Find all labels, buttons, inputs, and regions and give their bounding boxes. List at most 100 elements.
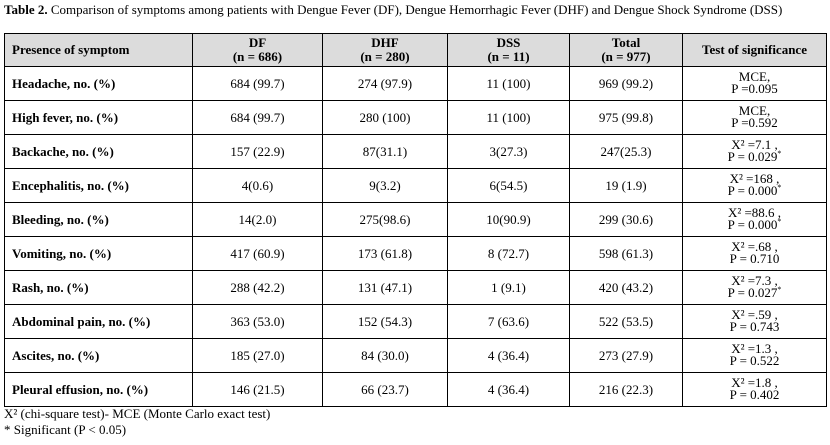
- test-p-value: P =0.592: [731, 115, 778, 130]
- significance-mark: *: [777, 149, 782, 158]
- header-total-label: Total: [611, 35, 641, 50]
- cell-symptom: Backache, no. (%): [4, 134, 193, 169]
- significance-mark: *: [777, 183, 782, 192]
- cell-dhf: 280 (100): [322, 100, 448, 135]
- header-total-n: (n = 977): [601, 49, 651, 64]
- cell-symptom: Bleeding, no. (%): [4, 202, 193, 237]
- header-df-label: DF: [248, 35, 267, 50]
- cell-symptom: Rash, no. (%): [4, 270, 193, 305]
- cell-dss: 8 (72.7): [447, 236, 570, 271]
- test-p-value: P = 0.027: [727, 285, 778, 300]
- footnote-significant: * Significant (P < 0.05): [4, 422, 127, 437]
- cell-dhf: 173 (61.8): [322, 236, 448, 271]
- cell-dss: 10(90.9): [447, 202, 570, 237]
- test-p-value: P = 0.029: [727, 149, 778, 164]
- cell-dhf: 87(31.1): [322, 134, 448, 169]
- cell-dhf: 131 (47.1): [322, 270, 448, 305]
- test-statistic: X² =.59 ,: [731, 307, 778, 322]
- cell-test: X² =.59 ,P = 0.743: [682, 304, 827, 339]
- cell-dhf: 152 (54.3): [322, 304, 448, 339]
- cell-dss: 4 (36.4): [447, 372, 570, 407]
- header-df-n: (n = 686): [232, 49, 283, 64]
- header-dhf: DHF (n = 280): [322, 33, 448, 67]
- cell-symptom: Headache, no. (%): [4, 66, 193, 101]
- header-dss-label: DSS: [496, 35, 521, 50]
- cell-symptom: Pleural effusion, no. (%): [4, 372, 193, 407]
- cell-test: X² =7.1 ,P = 0.029*: [682, 134, 827, 169]
- symptoms-table: Presence of symptom DF (n = 686) DHF (n = …: [4, 33, 827, 407]
- cell-df: 146 (21.5): [192, 372, 323, 407]
- table-row: Encephalitis, no. (%) 4(0.6) 9(3.2) 6(54.5)…: [4, 168, 827, 203]
- cell-dhf: 84 (30.0): [322, 338, 448, 373]
- table-row: Backache, no. (%) 157 (22.9) 87(31.1) 3(27.…: [4, 134, 827, 169]
- significance-mark: *: [777, 217, 782, 226]
- test-statistic: X² =168 ,: [729, 171, 780, 186]
- test-p-value: P = 0.402: [729, 387, 780, 402]
- cell-test: MCE, P =0.095: [682, 66, 827, 101]
- cell-dhf: 9(3.2): [322, 168, 448, 203]
- cell-total: 969 (99.2): [569, 66, 683, 101]
- table-row: Vomiting, no. (%) 417 (60.9) 173 (61.8) 8 (…: [4, 236, 827, 271]
- cell-total: 273 (27.9): [569, 338, 683, 373]
- cell-dss: 11 (100): [447, 66, 570, 101]
- header-dss: DSS (n = 11): [447, 33, 570, 67]
- table-row: Ascites, no. (%) 185 (27.0) 84 (30.0) 4 (36…: [4, 338, 827, 373]
- test-statistic: X² =7.1 ,: [731, 137, 778, 152]
- test-statistic: X² =1.3 ,: [731, 341, 778, 356]
- cell-df: 185 (27.0): [192, 338, 323, 373]
- table-row: Abdominal pain, no. (%) 363 (53.0) 152 (54…: [4, 304, 827, 339]
- header-df: DF (n = 686): [192, 33, 323, 67]
- significance-mark: *: [777, 285, 782, 294]
- test-p-value: P = 0.000: [727, 217, 778, 232]
- test-p-value: P =0.095: [731, 81, 778, 96]
- cell-test: X² =1.8 ,P = 0.402: [682, 372, 827, 407]
- cell-dss: 6(54.5): [447, 168, 570, 203]
- caption-text: Comparison of symptoms among patients wi…: [47, 2, 783, 17]
- cell-dhf: 275(98.6): [322, 202, 448, 237]
- footnote-chi-square: X² (chi-square test)- MCE (Monte Carlo e…: [4, 406, 271, 421]
- header-symptom: Presence of symptom: [4, 33, 193, 67]
- cell-total: 299 (30.6): [569, 202, 683, 237]
- test-statistic: MCE,: [738, 69, 771, 84]
- table-row: High fever, no. (%) 684 (99.7) 280 (100) 11…: [4, 100, 827, 135]
- header-dhf-n: (n = 280): [360, 49, 410, 64]
- cell-dss: 7 (63.6): [447, 304, 570, 339]
- cell-df: 14(2.0): [192, 202, 323, 237]
- table-row: Pleural effusion, no. (%) 146 (21.5) 66 (2…: [4, 372, 827, 407]
- test-statistic: MCE,: [738, 103, 771, 118]
- cell-dss: 1 (9.1): [447, 270, 570, 305]
- table-row: Headache, no. (%) 684 (99.7) 274 (97.9) 11 …: [4, 66, 827, 101]
- cell-test: MCE, P =0.592: [682, 100, 827, 135]
- cell-test: X² =7.3 ,P = 0.027*: [682, 270, 827, 305]
- cell-df: 363 (53.0): [192, 304, 323, 339]
- cell-df: 417 (60.9): [192, 236, 323, 271]
- header-row: Presence of symptom DF (n = 686) DHF (n = …: [4, 33, 827, 67]
- caption-label: Table 2.: [4, 2, 48, 17]
- test-p-value: P = 0.522: [729, 353, 780, 368]
- table-caption: Table 2. Comparison of symptoms among pa…: [4, 2, 826, 17]
- header-total: Total (n = 977): [569, 33, 683, 67]
- cell-dhf: 66 (23.7): [322, 372, 448, 407]
- test-p-value: P = 0.710: [729, 251, 780, 266]
- cell-total: 19 (1.9): [569, 168, 683, 203]
- cell-symptom: Ascites, no. (%): [4, 338, 193, 373]
- cell-test: X² =1.3 ,P = 0.522: [682, 338, 827, 373]
- cell-dss: 11 (100): [447, 100, 570, 135]
- cell-total: 420 (43.2): [569, 270, 683, 305]
- cell-dss: 4 (36.4): [447, 338, 570, 373]
- cell-df: 157 (22.9): [192, 134, 323, 169]
- cell-test: X² =88.6 ,P = 0.000*: [682, 202, 827, 237]
- cell-df: 684 (99.7): [192, 100, 323, 135]
- cell-total: 598 (61.3): [569, 236, 683, 271]
- cell-symptom: Abdominal pain, no. (%): [4, 304, 193, 339]
- cell-total: 216 (22.3): [569, 372, 683, 407]
- cell-dss: 3(27.3): [447, 134, 570, 169]
- header-test: Test of significance: [682, 33, 827, 67]
- test-statistic: X² =.68 ,: [731, 239, 778, 254]
- test-p-value: P = 0.000: [727, 183, 778, 198]
- test-statistic: X² =88.6 ,: [727, 205, 782, 220]
- cell-test: X² =168 ,P = 0.000*: [682, 168, 827, 203]
- cell-df: 684 (99.7): [192, 66, 323, 101]
- cell-symptom: Encephalitis, no. (%): [4, 168, 193, 203]
